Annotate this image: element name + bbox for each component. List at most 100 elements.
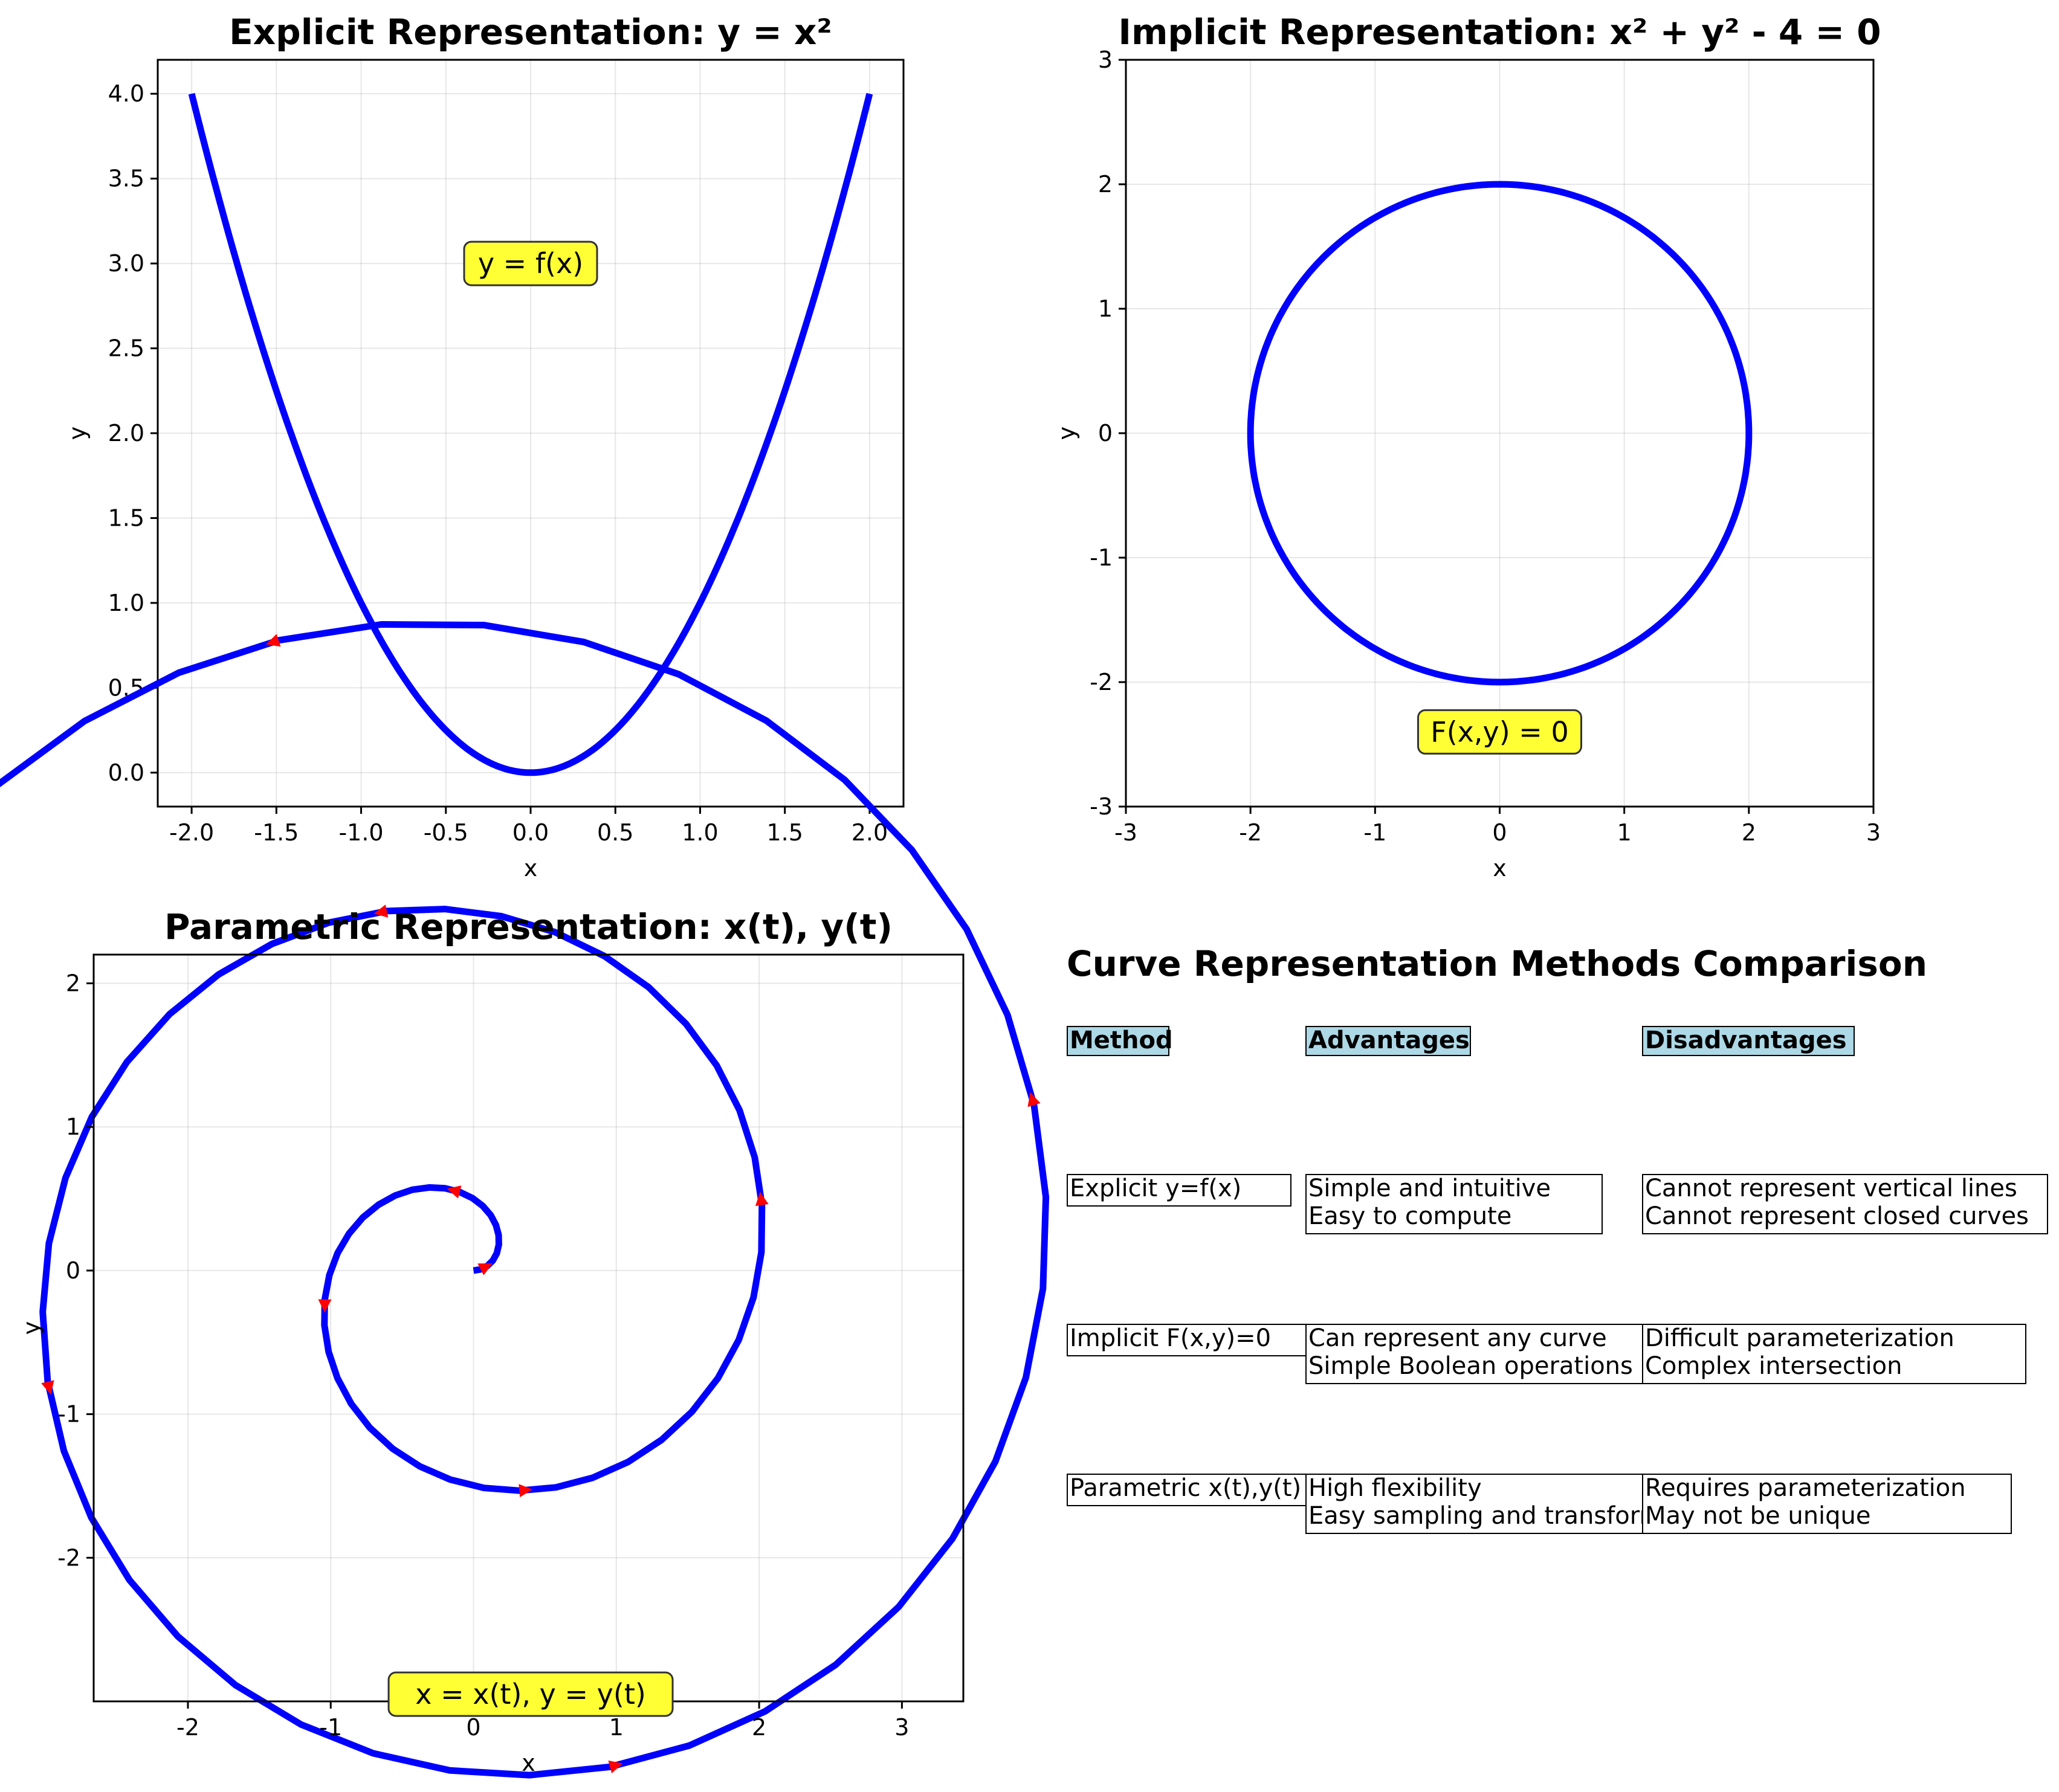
annotation-text: x = x(t), y = y(t) bbox=[415, 1678, 646, 1710]
direction-arrow bbox=[373, 904, 389, 918]
x-axis-label: x bbox=[524, 855, 538, 881]
y-tick-label: 0 bbox=[1098, 420, 1113, 446]
annotation-box bbox=[387, 1671, 674, 1717]
y-tick-label: 1.5 bbox=[108, 504, 144, 531]
direction-arrow bbox=[447, 1185, 462, 1199]
y-tick-label: 3.5 bbox=[108, 166, 144, 192]
comparison-title: Curve Representation Methods Comparison bbox=[1067, 943, 1927, 984]
x-axis-label: x bbox=[522, 1750, 535, 1776]
table-cell-line: Requires parameterization bbox=[1645, 1474, 1966, 1502]
annotation-text: y = f(x) bbox=[478, 247, 583, 280]
table-cell-text: Requires parameterization May not be uniq… bbox=[1645, 1474, 1966, 1530]
comparison-table: Curve Representation Methods Comparison M… bbox=[1067, 943, 2048, 1534]
x-tick-label: 1.5 bbox=[766, 819, 803, 846]
table-header-cell bbox=[1067, 1026, 1169, 1056]
direction-arrow bbox=[266, 634, 281, 647]
implicit-curve bbox=[1247, 181, 1753, 686]
table-cell-line: Implicit F(x,y)=0 bbox=[1070, 1324, 1271, 1352]
parametric-curve bbox=[0, 621, 1050, 1779]
explicit-chart: -2.0 -1.5 -1.0 -0.5 0.0 0.5 1.0 1.5 2.00.00.51.0… bbox=[64, 11, 905, 881]
direction-arrow bbox=[318, 1299, 332, 1313]
x-tick-label: 0 bbox=[1492, 819, 1507, 846]
axes-frame bbox=[92, 953, 965, 1703]
annotation-text: F(x,y) = 0 bbox=[1430, 715, 1568, 748]
y-tick-label: -2 bbox=[57, 1544, 80, 1571]
table-header-cell bbox=[1642, 1026, 1855, 1056]
x-tick-label: -1.5 bbox=[254, 819, 299, 846]
table-cell bbox=[1305, 1324, 1675, 1384]
table-header-cell bbox=[1305, 1026, 1471, 1056]
direction-arrow bbox=[755, 1191, 769, 1207]
x-tick-label: 2 bbox=[1742, 819, 1756, 846]
explicit-curve bbox=[188, 92, 873, 776]
y-axis-label: y bbox=[64, 427, 91, 440]
table-cell-text: Explicit y=f(x) bbox=[1070, 1175, 1241, 1202]
chart-title: Parametric Representation: x(t), y(t) bbox=[164, 906, 893, 947]
table-cell-text: Implicit F(x,y)=0 bbox=[1070, 1324, 1271, 1352]
annotation-box bbox=[1417, 709, 1582, 755]
x-tick-label: 3 bbox=[894, 1714, 909, 1741]
y-tick-label: -2 bbox=[1090, 669, 1113, 695]
x-tick-label: -3 bbox=[1114, 819, 1137, 846]
x-tick-label: 0 bbox=[466, 1714, 480, 1741]
direction-arrow bbox=[477, 1263, 493, 1275]
table-cell bbox=[1305, 1174, 1603, 1234]
table-cell-line: Easy to compute bbox=[1308, 1202, 1511, 1230]
y-tick-label: -1 bbox=[57, 1401, 80, 1428]
table-cell-line: Difficult parameterization bbox=[1645, 1324, 1954, 1352]
table-cell-text: Simple and intuitive Easy to compute bbox=[1308, 1175, 1551, 1230]
parametric-chart: -2 -1 0 1 2 3 -2 -1 0 1 2 x y Parametric Representati… bbox=[0, 621, 1050, 1779]
direction-arrow bbox=[519, 1484, 533, 1498]
y-tick-label: 3 bbox=[1098, 47, 1113, 73]
table-cell-line: Explicit y=f(x) bbox=[1070, 1175, 1241, 1202]
table-cell bbox=[1067, 1174, 1291, 1207]
y-tick-label: -1 bbox=[1090, 544, 1113, 571]
table-cell-line: Simple and intuitive bbox=[1308, 1175, 1551, 1202]
implicit-chart: -3 -2 -1 0 1 2 3 -3 -2 -1 0 1 2 3 x y Implicit Represent… bbox=[1053, 11, 1881, 881]
direction-arrow bbox=[41, 1380, 54, 1395]
y-tick-label: 2.5 bbox=[108, 335, 144, 362]
table-cell bbox=[1067, 1324, 1320, 1356]
x-tick-label: 3 bbox=[1866, 819, 1881, 846]
direction-arrow bbox=[608, 1760, 623, 1774]
chart-title: Implicit Representation: x² + y² - 4 = 0 bbox=[1118, 11, 1881, 53]
annotation-box bbox=[463, 240, 598, 286]
y-tick-label: 1.0 bbox=[108, 590, 144, 616]
table-cell bbox=[1642, 1174, 2048, 1234]
table-cell-text: Can represent any curve Simple Boolean op… bbox=[1308, 1324, 1633, 1380]
table-cell bbox=[1642, 1474, 2012, 1534]
y-tick-label: 3.0 bbox=[108, 250, 144, 277]
y-tick-label: -3 bbox=[1090, 793, 1113, 820]
y-tick-label: 0.0 bbox=[108, 759, 144, 786]
table-cell bbox=[1642, 1324, 2026, 1384]
table-header-disadvantages: Disadvantages bbox=[1645, 1027, 1847, 1054]
x-tick-label: -0.5 bbox=[424, 819, 468, 846]
x-tick-label: 0.5 bbox=[597, 819, 633, 846]
y-tick-label: 2 bbox=[66, 970, 80, 997]
y-axis-label: y bbox=[18, 1321, 45, 1335]
x-tick-label: -2 bbox=[176, 1714, 199, 1741]
table-header-method: Method bbox=[1070, 1027, 1173, 1054]
x-tick-label: 1 bbox=[1617, 819, 1632, 846]
chart-title: Explicit Representation: y = x² bbox=[229, 11, 832, 53]
table-cell-line: High flexibility bbox=[1308, 1474, 1482, 1502]
x-tick-label: 1 bbox=[609, 1714, 624, 1741]
x-tick-label: -1 bbox=[1363, 819, 1386, 846]
x-tick-label: -2.0 bbox=[169, 819, 214, 846]
x-tick-label: 1.0 bbox=[682, 819, 718, 846]
x-tick-label: 2 bbox=[752, 1714, 766, 1741]
x-tick-label: -2 bbox=[1239, 819, 1262, 846]
y-tick-label: 0 bbox=[66, 1257, 80, 1284]
direction-arrow bbox=[1027, 1092, 1041, 1107]
y-tick-label: 1 bbox=[1098, 295, 1113, 322]
table-cell-text: Cannot represent vertical lines Cannot re… bbox=[1645, 1175, 2029, 1230]
table-cell-text: Parametric x(t),y(t) bbox=[1070, 1474, 1301, 1502]
table-cell-line: Parametric x(t),y(t) bbox=[1070, 1474, 1301, 1502]
y-tick-label: 2 bbox=[1098, 171, 1113, 198]
x-tick-label: 0.0 bbox=[512, 819, 549, 846]
y-axis-label: y bbox=[1053, 427, 1080, 440]
table-cell-line: Complex intersection bbox=[1645, 1352, 1902, 1380]
y-tick-label: 2.0 bbox=[108, 420, 144, 446]
x-axis-label: x bbox=[1493, 855, 1507, 881]
